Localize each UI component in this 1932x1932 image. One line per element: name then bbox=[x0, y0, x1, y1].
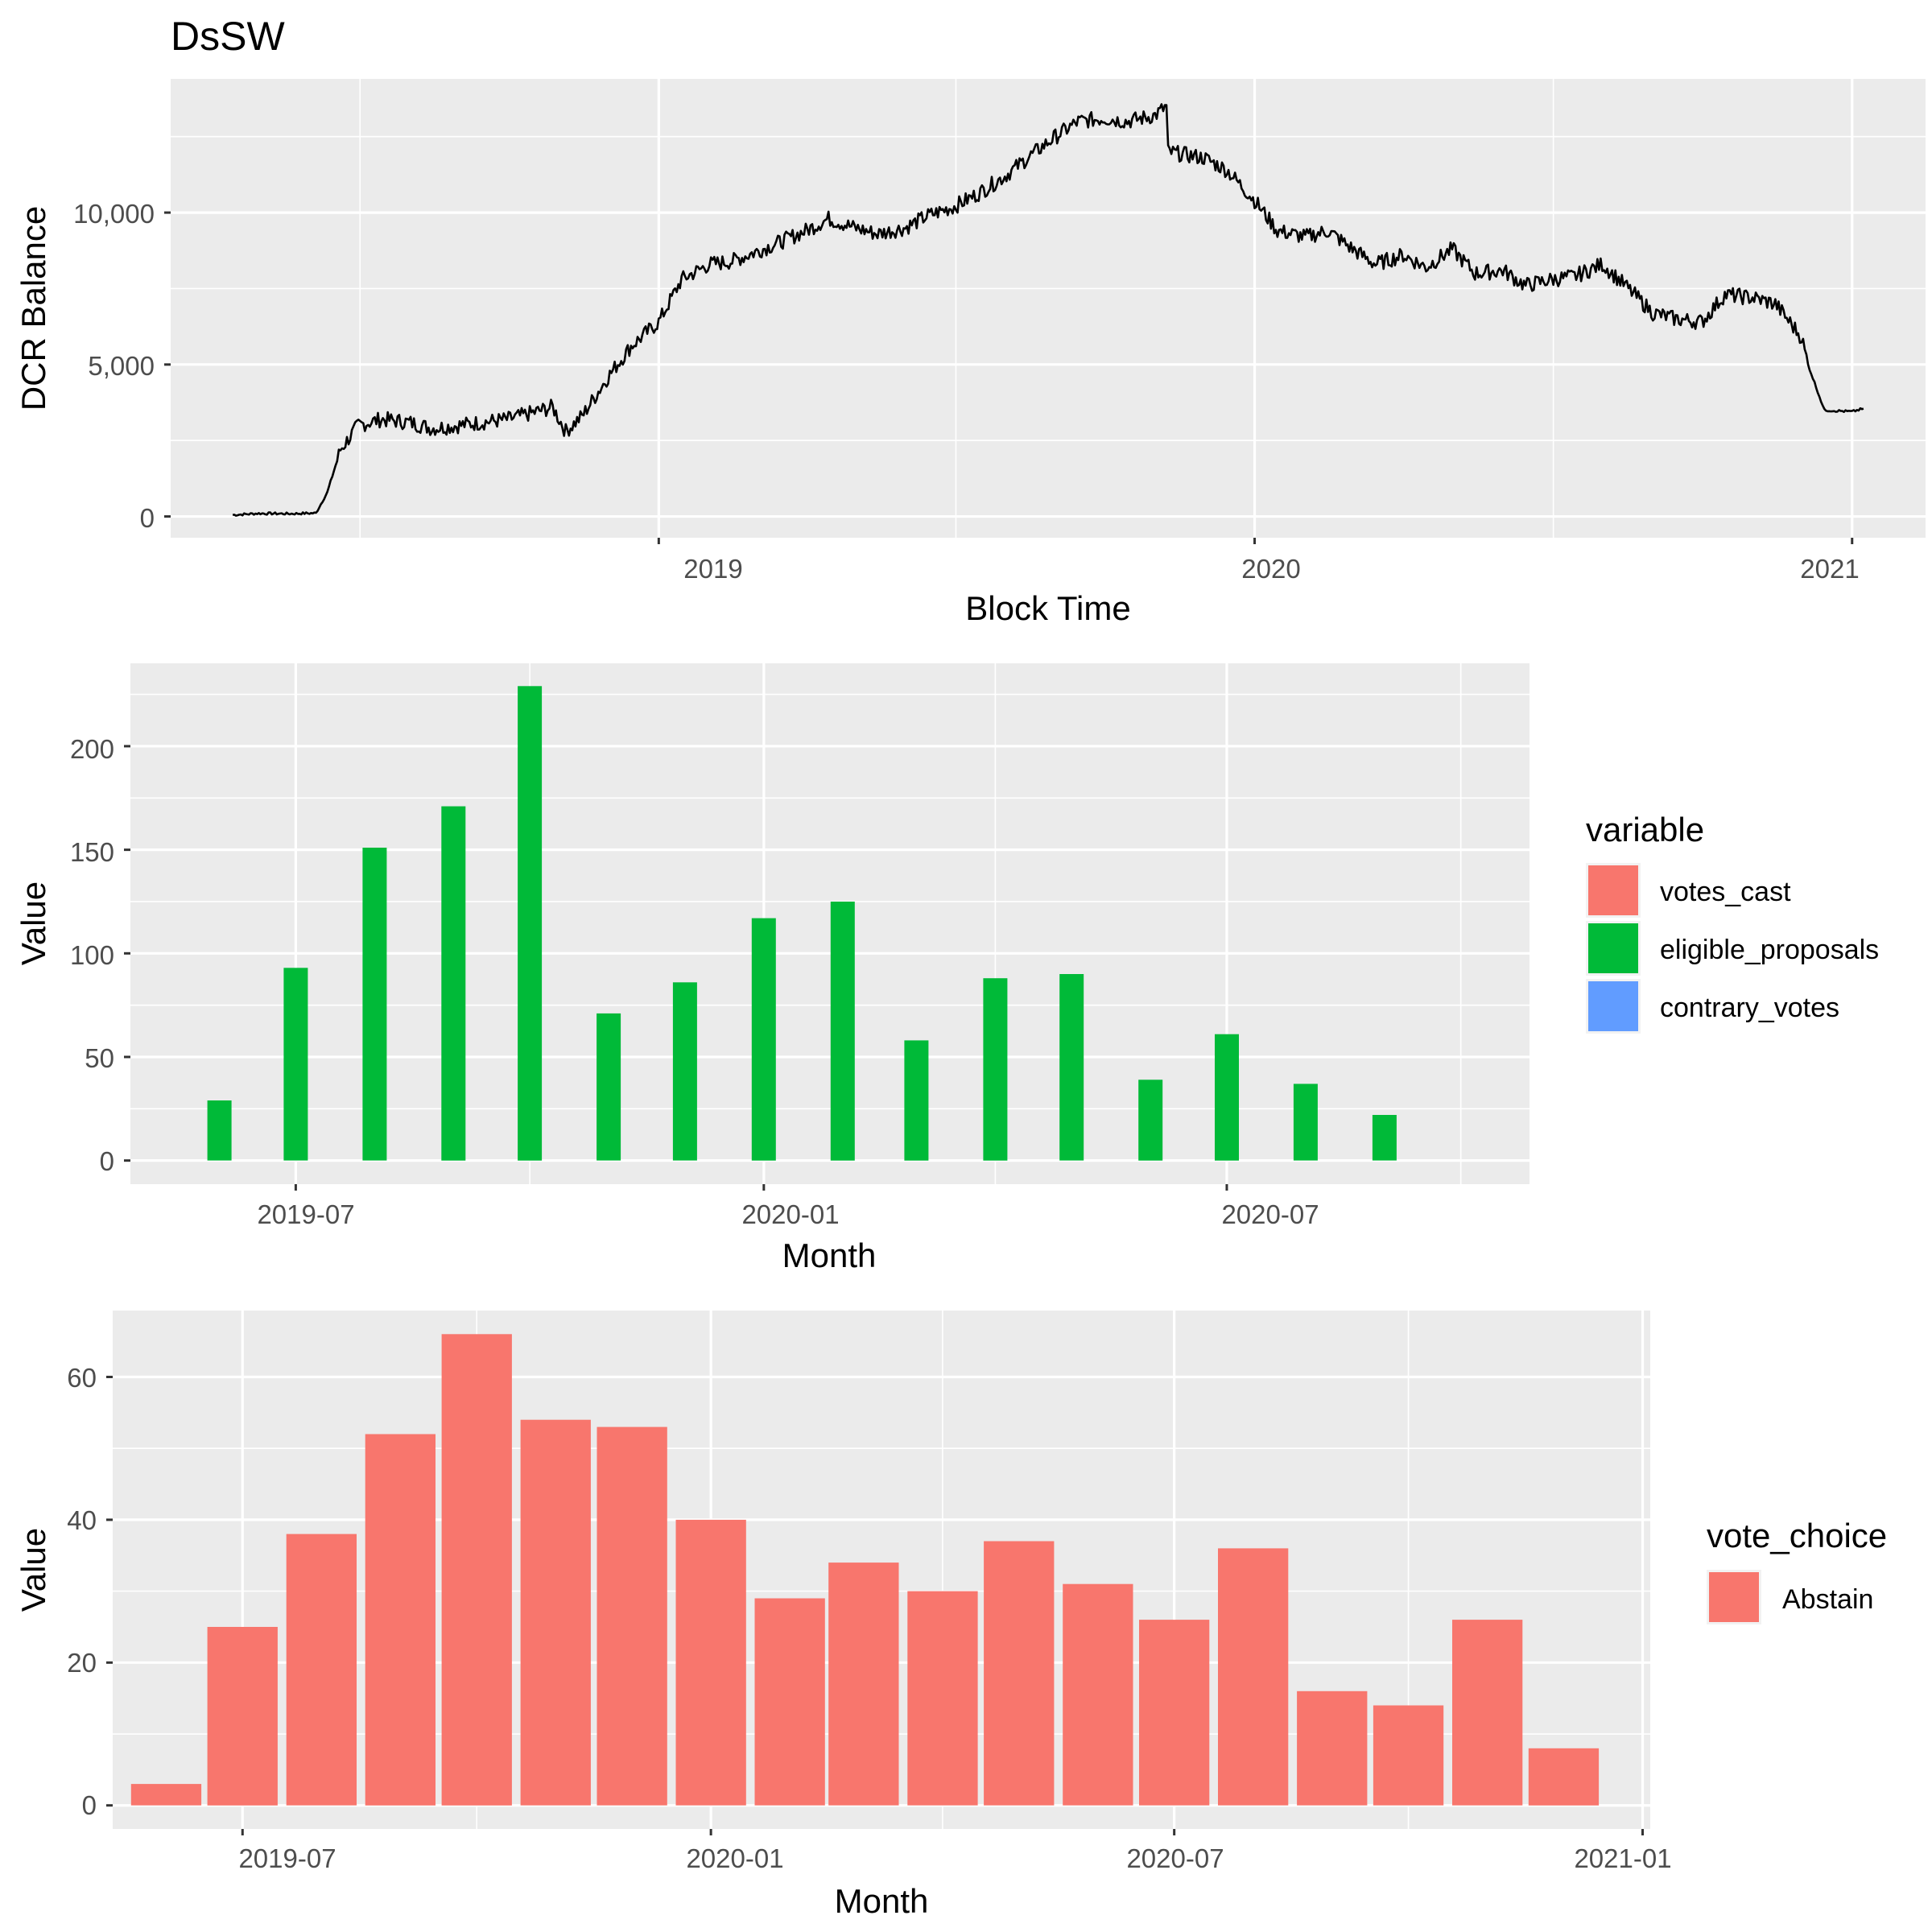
proposals-panel-background bbox=[130, 663, 1530, 1184]
bar-eligible-proposals-2020-03 bbox=[904, 1040, 929, 1161]
bar-abstain-2019-10 bbox=[441, 1334, 512, 1806]
y-axis-title: DCR Balance bbox=[14, 206, 52, 411]
y-tick-label-100: 100 bbox=[70, 940, 114, 970]
x-axis-title: Month bbox=[782, 1236, 877, 1274]
bar-abstain-2020-03 bbox=[828, 1563, 899, 1806]
proposals-x-axis: 2019-07 2020-01 2020-07 bbox=[257, 1199, 1319, 1229]
y-tick-label-10000: 10,000 bbox=[73, 199, 155, 229]
proposals-chart: 0 50 100 150 200 2019-07 2020-01 2020-07… bbox=[14, 663, 1879, 1274]
x-tick-label-2020-07: 2020-07 bbox=[1126, 1843, 1224, 1873]
bar-abstain-2020-09 bbox=[1297, 1690, 1368, 1806]
y-tick-label-0: 0 bbox=[82, 1790, 97, 1820]
x-tick-label-2020: 2020 bbox=[1241, 554, 1300, 584]
y-tick-label-150: 150 bbox=[70, 837, 114, 867]
y-tick-label-50: 50 bbox=[85, 1043, 114, 1073]
y-tick-label-20: 20 bbox=[67, 1648, 97, 1678]
legend-label-abstain: Abstain bbox=[1782, 1584, 1873, 1615]
bar-abstain-2020-06 bbox=[1063, 1583, 1133, 1806]
bar-eligible-proposals-2020-05 bbox=[1059, 974, 1084, 1161]
x-tick-label-2019: 2019 bbox=[683, 554, 742, 584]
bar-eligible-proposals-2019-10 bbox=[518, 686, 543, 1161]
x-tick-label-2019-07: 2019-07 bbox=[257, 1199, 354, 1229]
legend-key-abstain bbox=[1709, 1572, 1759, 1622]
x-axis-title: Block Time bbox=[965, 589, 1130, 627]
balance-x-axis: 2019 2020 2021 bbox=[683, 554, 1859, 584]
y-tick-label-5000: 5,000 bbox=[88, 351, 155, 381]
bar-abstain-2019-07 bbox=[207, 1627, 278, 1806]
bar-eligible-proposals-2020-06 bbox=[1138, 1080, 1163, 1161]
balance-panel-background bbox=[171, 79, 1926, 538]
proposals-bars bbox=[207, 686, 1397, 1161]
vote-choice-y-axis: 0 20 40 60 bbox=[67, 1363, 97, 1820]
balance-line bbox=[232, 103, 1864, 517]
balance-y-axis: 0 5,000 10,000 bbox=[73, 199, 155, 533]
y-tick-label-40: 40 bbox=[67, 1505, 97, 1535]
x-tick-label-2020-07: 2020-07 bbox=[1221, 1199, 1319, 1229]
y-tick-label-0: 0 bbox=[100, 1146, 114, 1176]
bar-eligible-proposals-2020-02 bbox=[830, 902, 855, 1161]
legend-label-contrary-votes: contrary_votes bbox=[1660, 993, 1839, 1023]
variable-legend: variable votes_cast eligible_proposals c… bbox=[1586, 811, 1879, 1034]
balance-gridlines bbox=[164, 79, 1926, 544]
bar-eligible-proposals-2019-07 bbox=[283, 968, 308, 1161]
balance-chart: DsSW 0 5,000 10,000 2019 2020 2021 Block… bbox=[14, 14, 1926, 627]
legend-key-eligible-proposals bbox=[1588, 923, 1638, 973]
legend-label-votes-cast: votes_cast bbox=[1660, 877, 1791, 907]
legend-key-votes-cast bbox=[1588, 865, 1638, 915]
bar-abstain-2020-12 bbox=[1528, 1748, 1600, 1806]
vote-choice-chart: 0 20 40 60 2019-07 2020-01 2020-07 2021-… bbox=[14, 1311, 1887, 1920]
bar-eligible-proposals-2019-06 bbox=[207, 1100, 232, 1161]
bar-eligible-proposals-2019-11 bbox=[597, 1013, 621, 1161]
bar-abstain-2019-09 bbox=[365, 1434, 436, 1806]
bar-abstain-2020-08 bbox=[1218, 1548, 1289, 1806]
bar-abstain-2019-06 bbox=[130, 1784, 202, 1806]
x-tick-label-2020-01: 2020-01 bbox=[686, 1843, 783, 1873]
y-tick-label-200: 200 bbox=[70, 734, 114, 764]
y-axis-title: Value bbox=[14, 1528, 52, 1612]
bar-abstain-2020-05 bbox=[984, 1541, 1055, 1806]
x-tick-label-2019-07: 2019-07 bbox=[238, 1843, 336, 1873]
bar-abstain-2019-08 bbox=[286, 1534, 357, 1806]
bar-abstain-2020-11 bbox=[1452, 1620, 1523, 1806]
bar-abstain-2019-11 bbox=[520, 1419, 591, 1806]
bar-eligible-proposals-2019-12 bbox=[672, 982, 697, 1161]
legend-label-eligible-proposals: eligible_proposals bbox=[1660, 935, 1879, 965]
bar-abstain-2020-01 bbox=[675, 1519, 746, 1806]
bar-abstain-2020-07 bbox=[1139, 1620, 1210, 1806]
bar-eligible-proposals-2020-09 bbox=[1372, 1115, 1397, 1161]
balance-line-layer bbox=[232, 103, 1864, 517]
bar-abstain-2019-12 bbox=[597, 1426, 667, 1806]
bar-abstain-2020-02 bbox=[754, 1598, 825, 1806]
vote-choice-bars bbox=[130, 1334, 1600, 1806]
bar-abstain-2020-04 bbox=[907, 1591, 978, 1806]
proposals-y-axis: 0 50 100 150 200 bbox=[70, 734, 114, 1176]
vote-choice-legend: vote_choice Abstain bbox=[1707, 1517, 1887, 1624]
y-axis-title: Value bbox=[14, 881, 52, 965]
x-tick-label-2021: 2021 bbox=[1800, 554, 1859, 584]
chart-title: DsSW bbox=[171, 14, 285, 59]
legend-title: vote_choice bbox=[1707, 1517, 1887, 1554]
y-tick-label-0: 0 bbox=[140, 503, 155, 533]
bar-eligible-proposals-2019-08 bbox=[362, 848, 387, 1161]
x-tick-label-2021-01: 2021-01 bbox=[1574, 1843, 1671, 1873]
bar-eligible-proposals-2019-09 bbox=[441, 806, 466, 1161]
x-tick-label-2020-01: 2020-01 bbox=[741, 1199, 839, 1229]
legend-title: variable bbox=[1586, 811, 1704, 848]
bar-abstain-2020-10 bbox=[1373, 1705, 1444, 1806]
bar-eligible-proposals-2020-08 bbox=[1293, 1084, 1318, 1161]
bar-eligible-proposals-2020-01 bbox=[751, 918, 776, 1161]
legend-key-contrary-votes bbox=[1588, 981, 1638, 1031]
x-axis-title: Month bbox=[835, 1882, 929, 1920]
vote-choice-x-axis: 2019-07 2020-01 2020-07 2021-01 bbox=[238, 1843, 1671, 1873]
bar-eligible-proposals-2020-07 bbox=[1215, 1034, 1239, 1161]
bar-eligible-proposals-2020-04 bbox=[983, 978, 1008, 1161]
y-tick-label-60: 60 bbox=[67, 1363, 97, 1393]
